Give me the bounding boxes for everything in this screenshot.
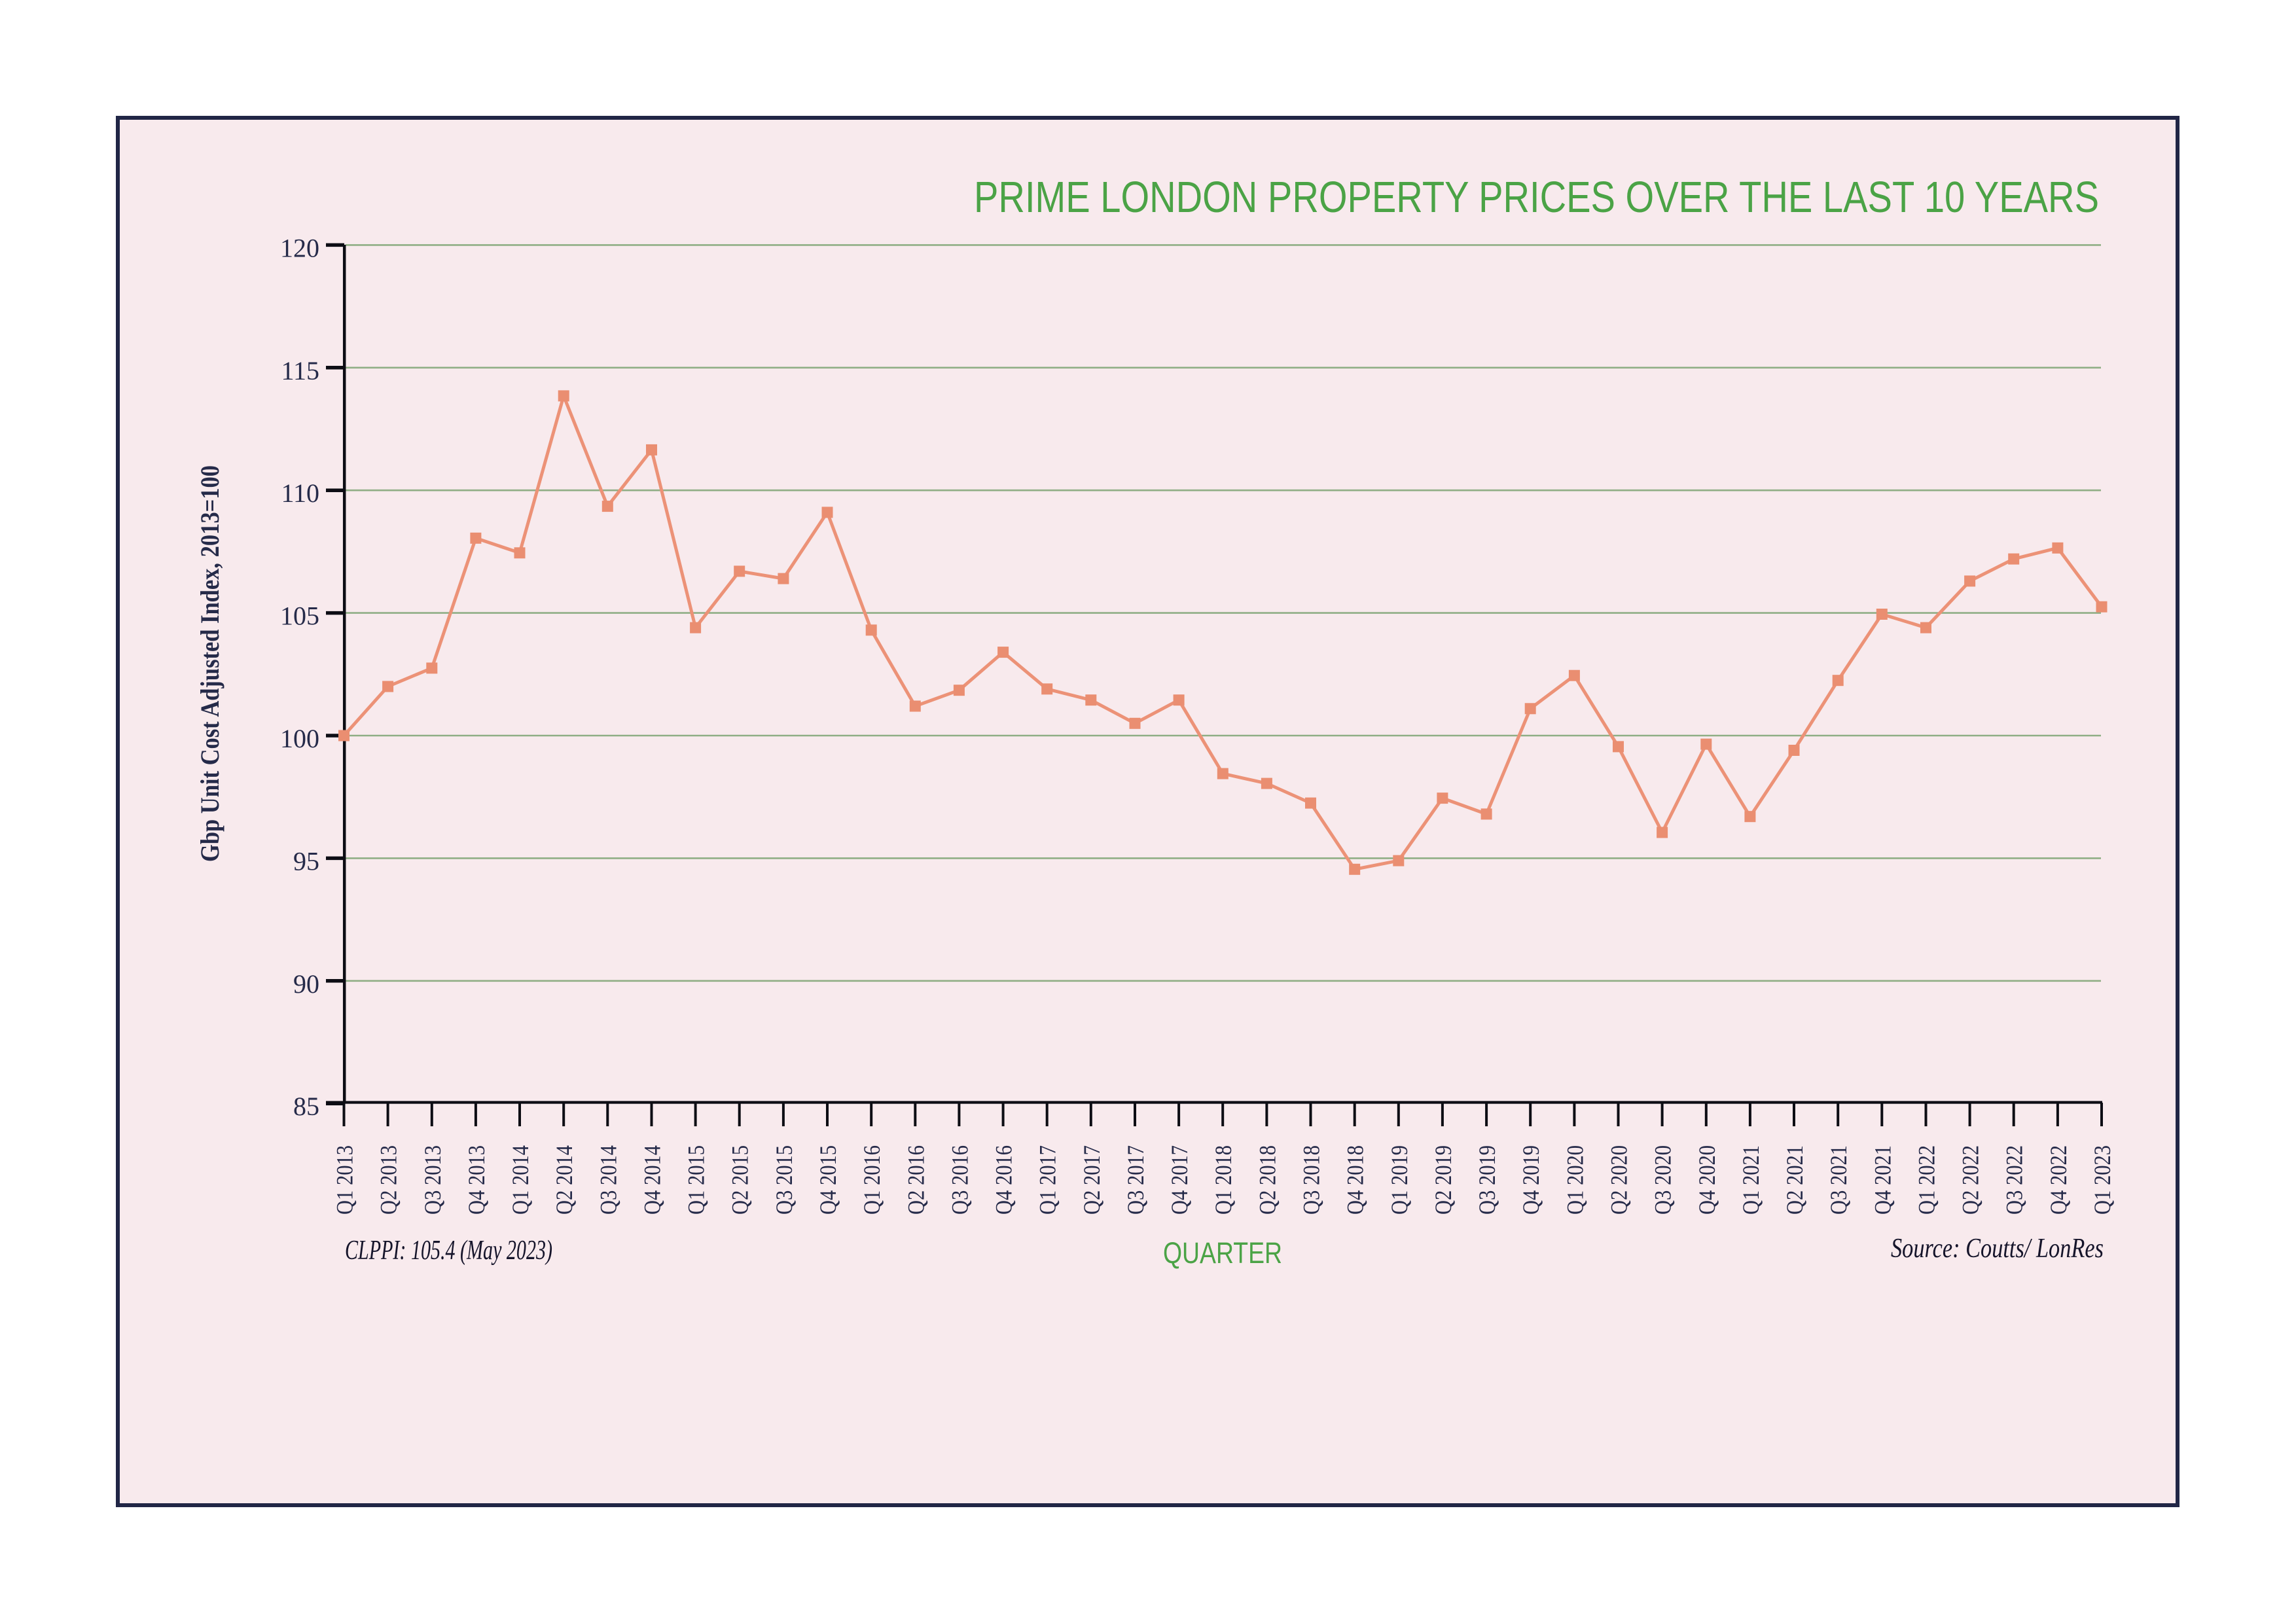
svg-text:Q3 2019: Q3 2019: [1474, 1145, 1500, 1215]
svg-text:85: 85: [293, 1092, 319, 1121]
svg-text:Source: Coutts/ LonRes: Source: Coutts/ LonRes: [1891, 1234, 2104, 1264]
svg-text:Q3 2013: Q3 2013: [420, 1145, 446, 1215]
svg-text:Q4 2018: Q4 2018: [1342, 1145, 1369, 1215]
svg-text:Q1 2016: Q1 2016: [859, 1145, 885, 1215]
svg-text:Q3 2018: Q3 2018: [1299, 1145, 1325, 1215]
svg-text:Q1 2019: Q1 2019: [1386, 1145, 1412, 1215]
svg-text:Q3 2016: Q3 2016: [946, 1145, 973, 1215]
svg-text:CLPPI: 105.4 (May 2023): CLPPI: 105.4 (May 2023): [345, 1236, 552, 1266]
svg-text:100: 100: [280, 724, 319, 753]
svg-text:Q4 2016: Q4 2016: [991, 1145, 1017, 1215]
svg-text:Q3 2021: Q3 2021: [1825, 1145, 1852, 1215]
svg-text:Q4 2021: Q4 2021: [1869, 1145, 1895, 1215]
svg-text:Q4 2015: Q4 2015: [815, 1145, 841, 1215]
svg-text:Q2 2016: Q2 2016: [903, 1145, 929, 1215]
svg-text:Q2 2015: Q2 2015: [727, 1145, 753, 1215]
svg-text:Gbp Unit Cost Adjusted Index,: Gbp Unit Cost Adjusted Index, 2013=100: [195, 465, 224, 862]
svg-text:Q2 2013: Q2 2013: [376, 1145, 402, 1215]
svg-text:120: 120: [280, 233, 319, 262]
svg-text:Q2 2019: Q2 2019: [1430, 1145, 1456, 1215]
svg-text:110: 110: [281, 478, 319, 508]
svg-text:Q1 2013: Q1 2013: [332, 1145, 358, 1215]
svg-text:Q2 2022: Q2 2022: [1958, 1145, 1984, 1215]
svg-text:Q1 2014: Q1 2014: [507, 1145, 533, 1215]
svg-text:Q4 2019: Q4 2019: [1518, 1145, 1544, 1215]
svg-text:Q3 2014: Q3 2014: [595, 1145, 621, 1215]
svg-text:Q1 2018: Q1 2018: [1210, 1145, 1236, 1215]
svg-text:Q4 2022: Q4 2022: [2045, 1145, 2072, 1215]
svg-text:105: 105: [280, 601, 319, 631]
svg-text:Q2 2018: Q2 2018: [1254, 1145, 1280, 1215]
svg-text:Q4 2017: Q4 2017: [1166, 1145, 1193, 1215]
svg-text:Q3 2015: Q3 2015: [771, 1145, 797, 1215]
svg-text:Q2 2014: Q2 2014: [551, 1145, 577, 1215]
svg-text:Q3 2017: Q3 2017: [1122, 1145, 1149, 1215]
svg-text:Q4 2020: Q4 2020: [1694, 1145, 1720, 1215]
svg-text:PRIME LONDON PROPERTY PRICES O: PRIME LONDON PROPERTY PRICES OVER THE LA…: [974, 173, 2099, 222]
svg-text:Q2 2017: Q2 2017: [1079, 1145, 1105, 1215]
svg-text:Q2 2020: Q2 2020: [1606, 1145, 1632, 1215]
svg-text:115: 115: [281, 356, 319, 385]
svg-text:90: 90: [293, 969, 319, 999]
svg-text:Q1 2021: Q1 2021: [1738, 1145, 1764, 1215]
svg-text:Q1 2017: Q1 2017: [1035, 1145, 1061, 1215]
svg-text:Q1 2022: Q1 2022: [1914, 1145, 1940, 1215]
svg-text:Q3 2022: Q3 2022: [2001, 1145, 2028, 1215]
svg-text:Q1 2023: Q1 2023: [2089, 1145, 2115, 1215]
svg-text:Q1 2015: Q1 2015: [683, 1145, 709, 1215]
svg-text:Q3 2020: Q3 2020: [1650, 1145, 1676, 1215]
svg-text:Q4 2013: Q4 2013: [463, 1145, 490, 1215]
svg-text:Q4 2014: Q4 2014: [639, 1145, 666, 1215]
svg-text:QUARTER: QUARTER: [1163, 1236, 1282, 1270]
svg-text:Q2 2021: Q2 2021: [1782, 1145, 1808, 1215]
svg-text:Q1 2020: Q1 2020: [1562, 1145, 1588, 1215]
svg-text:95: 95: [293, 846, 319, 876]
